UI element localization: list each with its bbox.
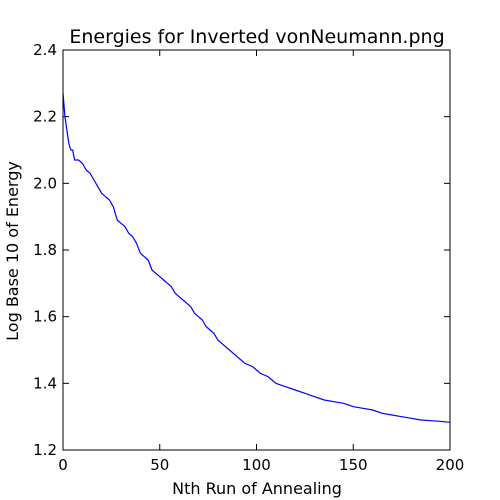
x-tick-label: 0	[58, 456, 68, 474]
y-tick-label: 1.6	[33, 308, 57, 326]
y-tick-label: 1.2	[33, 441, 57, 459]
y-axis-label: Log Base 10 of Energy	[3, 161, 22, 341]
x-axis-label: Nth Run of Annealing	[172, 479, 342, 498]
series-line-0	[62, 93, 451, 423]
y-tick-label: 1.8	[33, 241, 57, 259]
x-tick-label: 200	[436, 456, 465, 474]
axis-tick-labels: 0 50 100 150 200 1.2 1.4 1.6 1.8 2.0 2.2 2.4	[33, 41, 464, 474]
chart-title: Energies for Inverted vonNeumann.png	[69, 26, 444, 48]
y-tick-label: 2.0	[33, 174, 57, 192]
axis-ticks	[62, 49, 451, 451]
y-tick-label: 2.4	[33, 41, 57, 59]
x-tick-label: 50	[150, 456, 169, 474]
x-tick-label: 100	[242, 456, 271, 474]
y-tick-label: 2.2	[33, 108, 57, 126]
y-tick-label: 1.4	[33, 374, 57, 392]
series-layer	[62, 93, 451, 423]
plot-area-frame	[62, 49, 451, 451]
x-tick-label: 150	[339, 456, 368, 474]
